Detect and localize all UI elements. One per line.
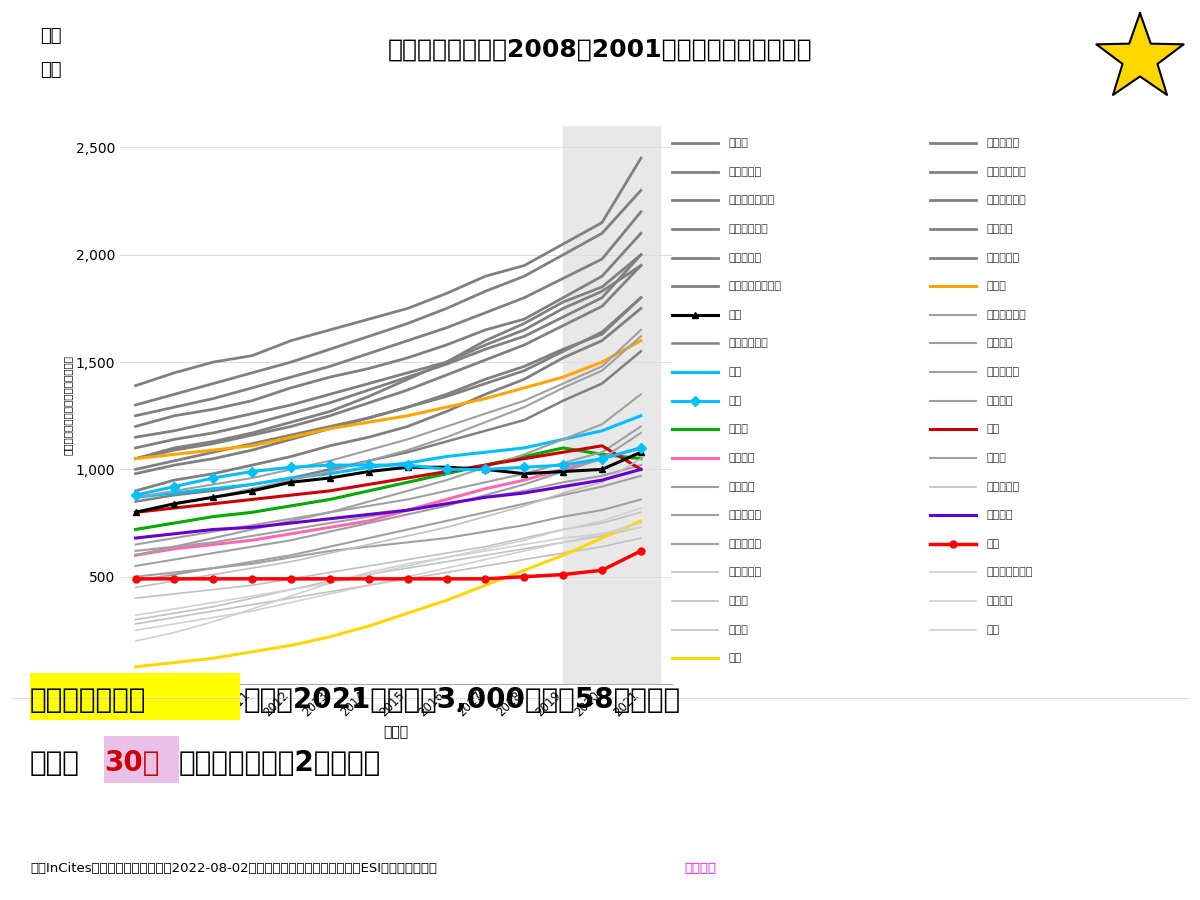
Text: トルコ: トルコ — [728, 625, 749, 634]
Text: フィンランド: フィンランド — [986, 195, 1026, 205]
X-axis label: 出版年: 出版年 — [384, 724, 408, 739]
Text: カナダ: カナダ — [986, 281, 1007, 292]
Text: 量的: 量的 — [41, 27, 61, 45]
Text: 台湾: 台湾 — [728, 396, 742, 406]
Text: スペイン: スペイン — [986, 396, 1013, 406]
Text: 。韓国は日本の2倍以上。: 。韓国は日本の2倍以上。 — [179, 749, 382, 778]
Text: 日本: 日本 — [986, 539, 1000, 549]
Text: オーストラリア: オーストラリア — [728, 195, 775, 205]
Text: 注）InCitesからのデータ抽出日：2022-08-02、文献種：原著、分野分類法：ESI、カウント法：: 注）InCitesからのデータ抽出日：2022-08-02、文献種：原著、分野分… — [30, 862, 437, 875]
Text: スロバキア: スロバキア — [728, 567, 762, 578]
Text: 責任著者: 責任著者 — [684, 862, 716, 875]
Text: チェコ: チェコ — [986, 453, 1007, 463]
Text: スウェーデン: スウェーデン — [986, 166, 1026, 176]
Text: イラン: イラン — [728, 596, 749, 606]
Text: 韓国: 韓国 — [728, 310, 742, 320]
Text: スイス: スイス — [728, 139, 749, 148]
Text: ドイツ: ドイツ — [728, 424, 749, 435]
Text: スロベニア: スロベニア — [728, 253, 762, 263]
Text: 米国: 米国 — [986, 424, 1000, 435]
Text: チリ: チリ — [986, 625, 1000, 634]
Y-axis label: 人口当り　数文縄（論文数／百万）: 人口当り 数文縄（論文数／百万） — [62, 355, 73, 455]
Text: ノルウェー: ノルウェー — [728, 166, 762, 176]
Text: 中国: 中国 — [728, 653, 742, 663]
Text: ハンガリー: ハンガリー — [728, 539, 762, 549]
Text: 指標: 指標 — [41, 61, 61, 79]
Text: ニュージーランド: ニュージーランド — [728, 281, 781, 292]
Text: セルビア: セルビア — [986, 596, 1013, 606]
Text: アイルランド: アイルランド — [986, 310, 1026, 320]
Text: オランダ: オランダ — [986, 224, 1013, 234]
Text: イスラエル: イスラエル — [986, 253, 1020, 263]
Text: デンマーク: デンマーク — [986, 139, 1020, 148]
Text: 人口当り論文数: 人口当り論文数 — [30, 686, 146, 715]
Text: 英国: 英国 — [728, 367, 742, 377]
Text: フランス: フランス — [986, 510, 1013, 520]
Text: 30位: 30位 — [104, 749, 160, 778]
Polygon shape — [1097, 14, 1183, 94]
Text: サウジアラビア: サウジアラビア — [986, 567, 1033, 578]
Text: 日本は: 日本は — [30, 749, 80, 778]
Text: 人口当り論文数（2008〜2001、責任著者カウント）: 人口当り論文数（2008〜2001、責任著者カウント） — [388, 38, 812, 61]
Text: イタリア: イタリア — [728, 453, 755, 463]
Text: ギリシャ: ギリシャ — [728, 482, 755, 491]
Text: オーストリア: オーストリア — [728, 338, 768, 348]
Text: ポーランド: ポーランド — [728, 510, 762, 520]
Text: ベルギー: ベルギー — [986, 338, 1013, 348]
Text: シンガポール: シンガポール — [728, 224, 768, 234]
Text: ポルトガル: ポルトガル — [986, 367, 1020, 377]
Text: では、2021年論文数3,000以上の58ヵ国中、: では、2021年論文数3,000以上の58ヵ国中、 — [244, 686, 680, 715]
Text: クロアチア: クロアチア — [986, 482, 1020, 491]
Bar — [563, 126, 660, 684]
